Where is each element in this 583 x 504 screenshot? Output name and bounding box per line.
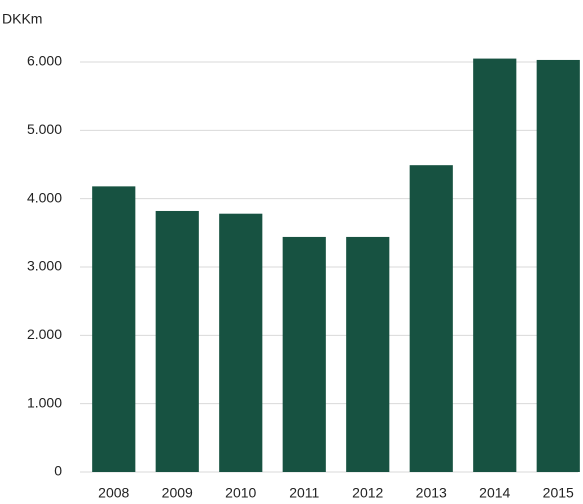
x-tick-label: 2014 xyxy=(479,485,510,501)
bar xyxy=(92,186,136,472)
y-tick-label: 2.000 xyxy=(27,326,62,342)
y-tick-label: 6.000 xyxy=(27,53,62,69)
bar xyxy=(536,59,580,472)
bar xyxy=(346,236,390,472)
bar xyxy=(219,213,263,472)
x-tick-label: 2009 xyxy=(162,485,193,501)
x-tick-label: 2012 xyxy=(352,485,383,501)
unit-label: DKKm xyxy=(2,11,42,27)
x-tick-label: 2015 xyxy=(543,485,574,501)
x-tick-label: 2011 xyxy=(289,485,319,501)
bar xyxy=(282,236,326,472)
y-tick-label: 1.000 xyxy=(27,394,62,410)
bar xyxy=(155,210,199,472)
y-tick-label: 4.000 xyxy=(27,189,62,205)
x-tick-label: 2010 xyxy=(225,485,256,501)
y-tick-label: 5.000 xyxy=(27,121,62,137)
x-tick-label: 2013 xyxy=(416,485,447,501)
bar xyxy=(409,165,453,472)
y-tick-label: 3.000 xyxy=(27,258,62,274)
y-tick-label: 0 xyxy=(54,463,62,479)
bar xyxy=(473,58,517,472)
x-tick-label: 2008 xyxy=(98,485,129,501)
